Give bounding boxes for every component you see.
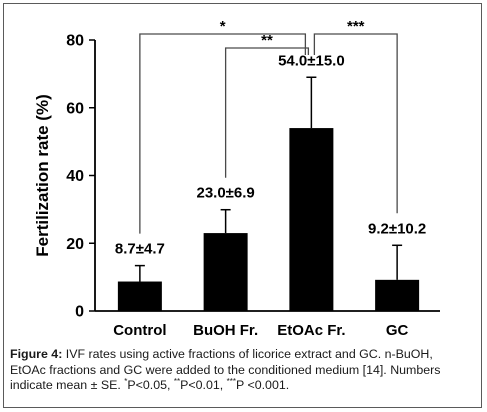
figure-caption: Figure 4: IVF rates using active fractio…: [10, 347, 480, 394]
y-tick-label-20: 20: [66, 236, 84, 253]
significance-bracket-2: [313, 33, 398, 214]
caption-text-3a: indicate mean ± SE.: [10, 378, 121, 392]
significance-bracket-0: [139, 33, 307, 234]
error-bars: [134, 76, 403, 282]
bars: [117, 128, 420, 311]
data-label-2: 54.0±15.0: [278, 52, 345, 69]
caption-mark-3: ***: [226, 376, 236, 386]
caption-text-1: IVF rates using active fractions of lico…: [65, 347, 433, 361]
bar-3: [375, 279, 420, 311]
y-axis-title: Fertilization rate (%): [33, 94, 52, 256]
data-label-1: 23.0±6.9: [196, 185, 254, 202]
caption-line-1: Figure 4: IVF rates using active fractio…: [10, 347, 480, 363]
caption-text-3b: P<0.05,: [127, 378, 171, 392]
bar-2: [289, 128, 334, 311]
caption-label: Figure 4:: [10, 347, 63, 361]
significance-brackets: ******: [139, 18, 398, 234]
axes: 0 20 40 60 80 Fertilization rate (%): [33, 33, 440, 321]
caption-line-2: EtOAc fractions and GC were added to the…: [10, 362, 441, 377]
y-tick-label-60: 60: [66, 100, 84, 117]
significance-label-0: *: [220, 18, 226, 35]
data-label-0: 8.7±4.7: [115, 241, 165, 258]
significance-label-1: **: [261, 32, 273, 49]
y-tick-label-80: 80: [66, 33, 84, 50]
caption-text-3d: P <0.001.: [236, 378, 290, 392]
significance-label-2: ***: [347, 18, 365, 35]
significance-bracket-1: [224, 47, 310, 178]
category-label-3: GC: [386, 322, 409, 339]
labels: 8.7±4.7 Control 23.0±6.9 BuOH Fr. 54.0±15.0 E…: [113, 52, 426, 339]
bar-0: [117, 281, 162, 311]
category-label-1: BuOH Fr.: [193, 322, 258, 339]
caption-mark-1: *: [124, 376, 128, 386]
bar-1: [203, 233, 248, 311]
caption-line-3: indicate mean ± SE. *P<0.05, **P<0.01, *…: [10, 376, 480, 394]
caption-mark-2: **: [173, 376, 181, 386]
category-label-2: EtOAc Fr.: [277, 322, 345, 339]
y-tick-label-40: 40: [66, 168, 84, 185]
category-label-0: Control: [113, 322, 166, 339]
y-tick-label-0: 0: [75, 304, 84, 321]
data-label-3: 9.2±10.2: [368, 220, 426, 237]
caption-text-3c: P<0.01,: [180, 378, 224, 392]
figure-frame: [3, 3, 482, 408]
